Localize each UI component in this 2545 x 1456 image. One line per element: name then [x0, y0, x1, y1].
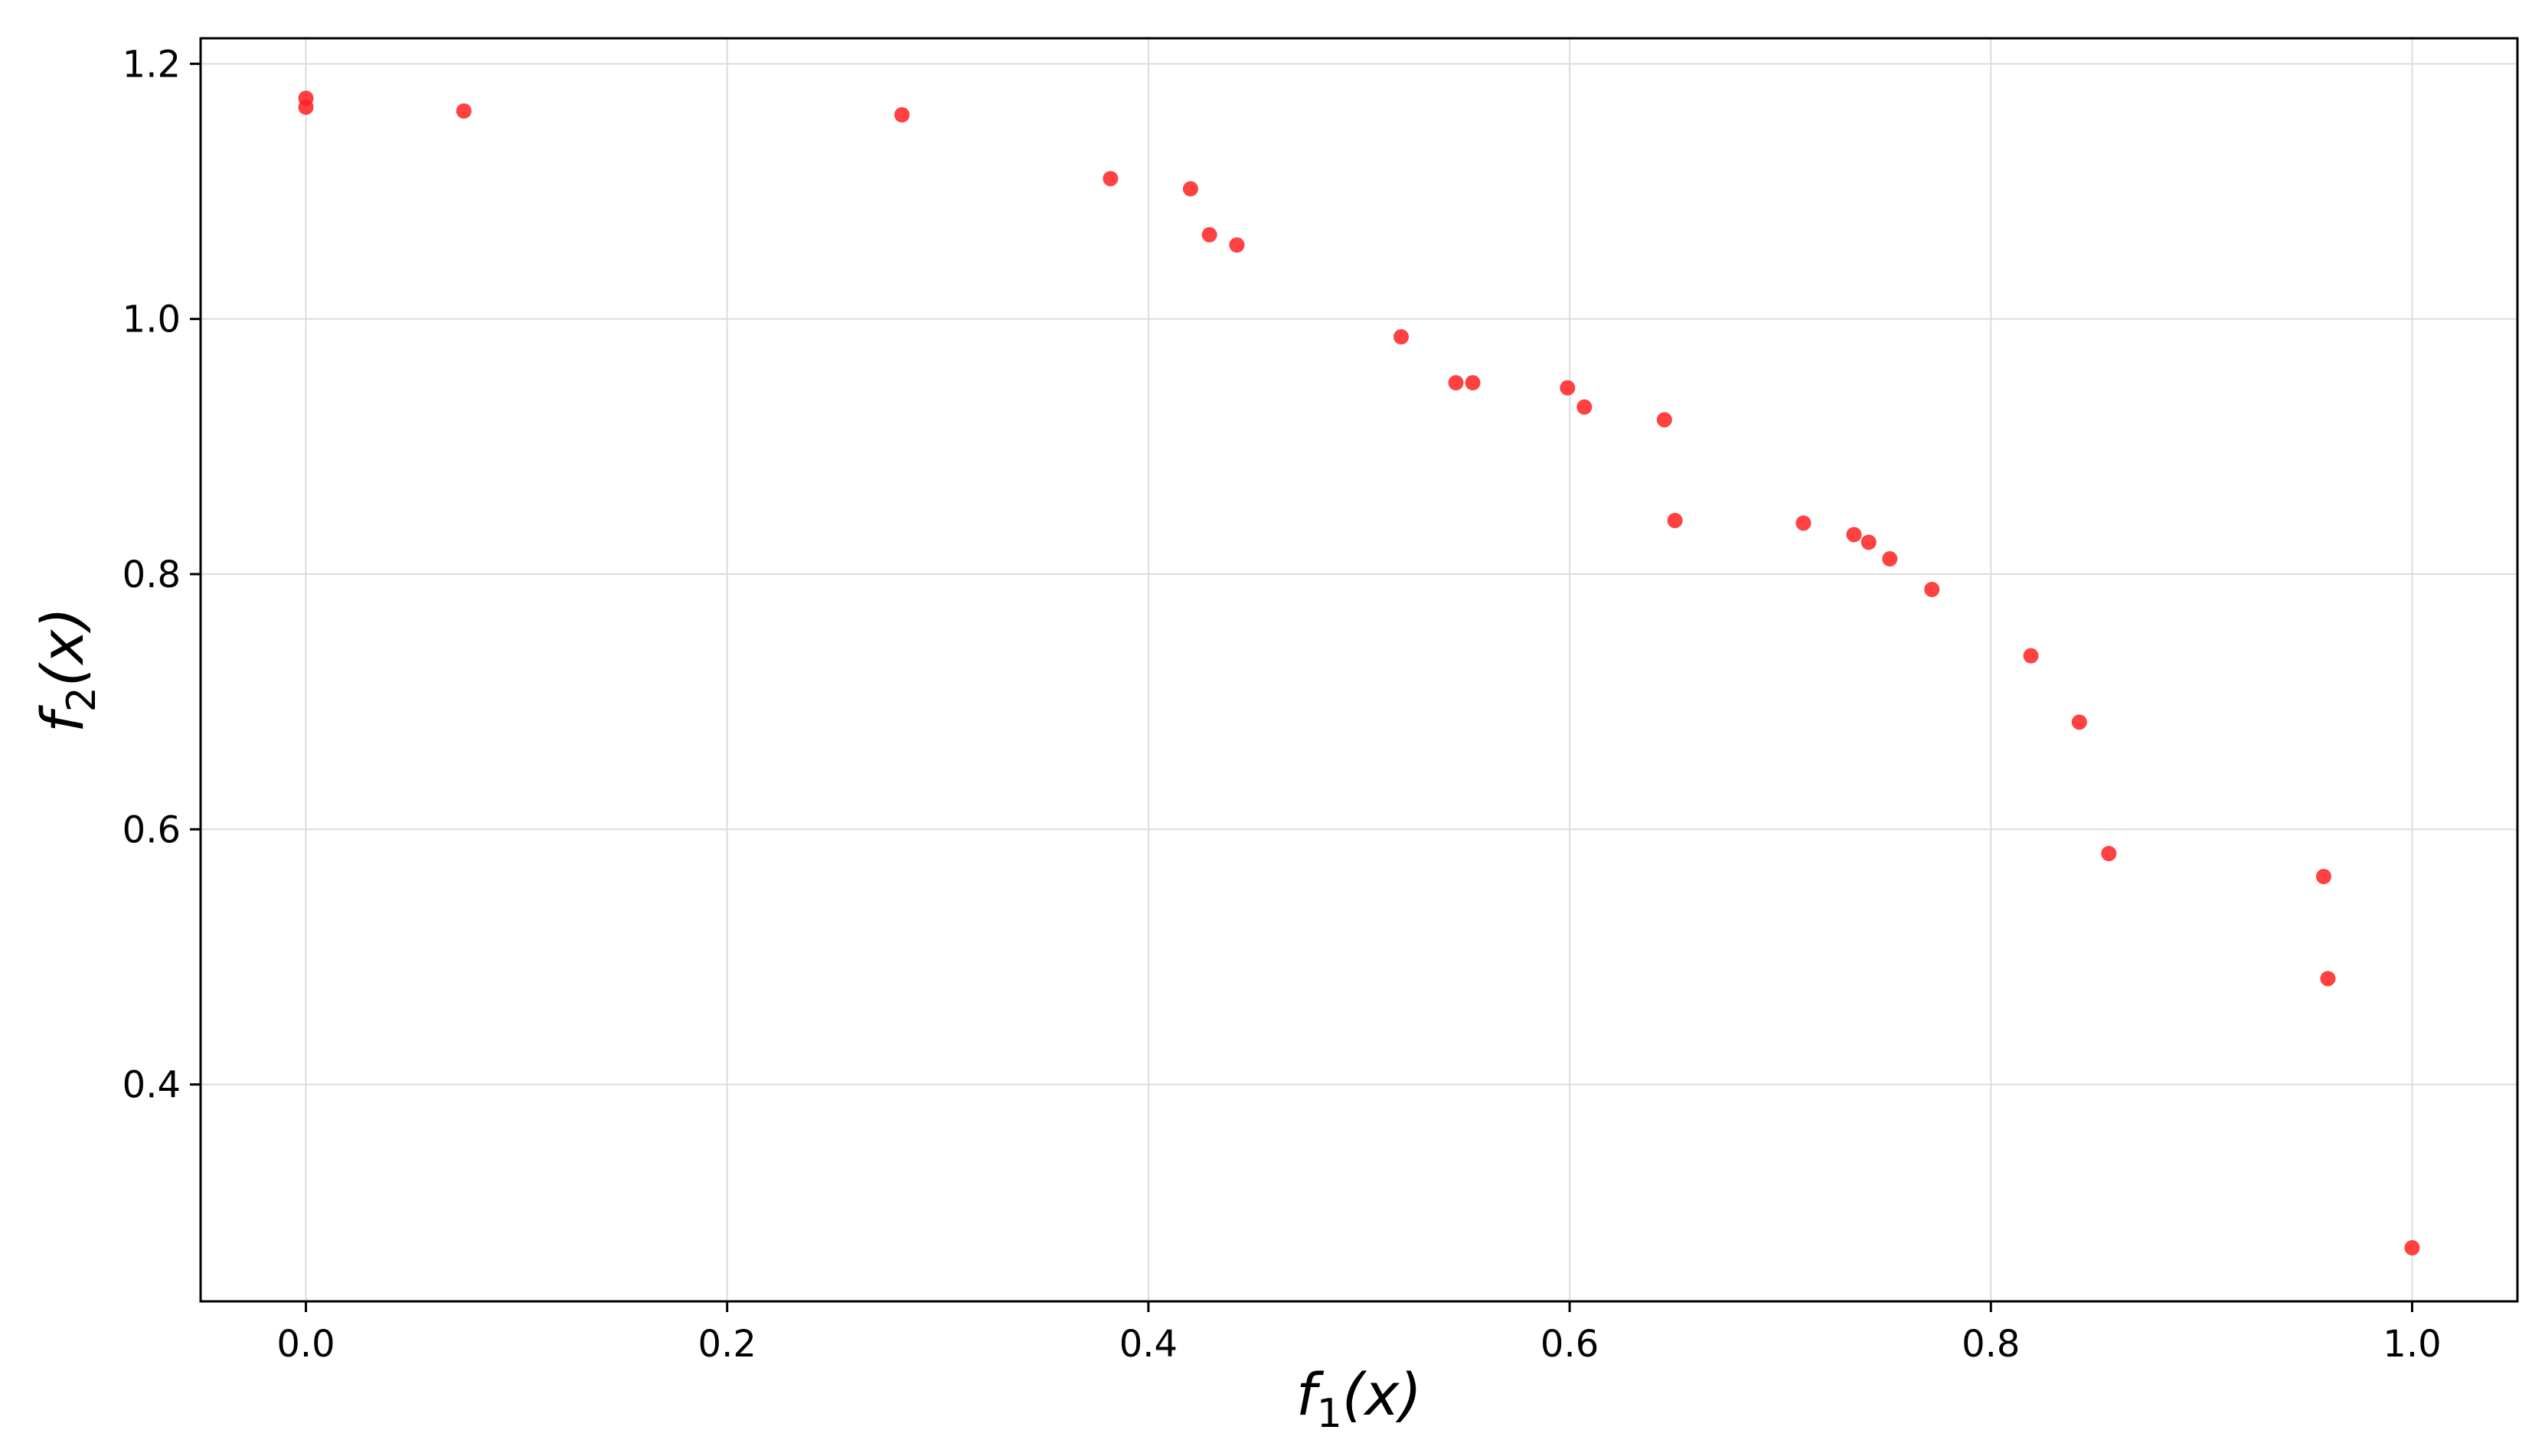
- x-tick-label: 0.2: [698, 1323, 756, 1366]
- x-tick-label: 0.8: [1962, 1323, 2020, 1366]
- grid-lines: [201, 38, 2517, 1301]
- y-tick-label: 0.6: [123, 808, 181, 851]
- data-point: [456, 103, 472, 119]
- data-point: [1229, 237, 1245, 253]
- data-point: [2315, 869, 2331, 884]
- x-tick-label: 0.0: [276, 1323, 335, 1366]
- data-point: [1846, 527, 1862, 543]
- x-axis-ticks: 0.0 0.2 0.4 0.6 0.8 1.0: [276, 1301, 2442, 1366]
- x-tick-label: 0.6: [1540, 1323, 1599, 1366]
- y-tick-label: 0.4: [123, 1064, 181, 1107]
- data-point: [1861, 534, 1877, 550]
- data-point: [1882, 551, 1898, 566]
- data-point: [2320, 971, 2336, 987]
- plot-frame: [199, 37, 2519, 1303]
- data-point: [2101, 846, 2117, 861]
- y-tick-label: 1.0: [123, 299, 181, 341]
- x-tick-label: 0.4: [1119, 1323, 1178, 1366]
- data-point: [1667, 513, 1683, 528]
- data-point: [1465, 375, 1481, 390]
- data-point: [1448, 375, 1464, 390]
- y-tick-label: 0.8: [123, 553, 181, 596]
- data-point: [1201, 227, 1217, 243]
- data-point: [2404, 1240, 2420, 1255]
- data-point: [1560, 380, 1576, 396]
- x-axis-label: f1(x): [1296, 1360, 1422, 1437]
- y-tick-label: 1.2: [123, 43, 181, 86]
- data-point: [1924, 582, 1940, 597]
- data-point: [1393, 329, 1410, 344]
- data-points: [298, 90, 2420, 1255]
- data-point: [2071, 714, 2087, 730]
- data-point: [1103, 171, 1119, 187]
- data-point: [1656, 412, 1672, 428]
- y-axis-label: f2(x): [28, 607, 105, 733]
- x-tick-label: 1.0: [2383, 1323, 2441, 1366]
- data-point: [2023, 648, 2039, 664]
- data-point: [1182, 181, 1198, 197]
- data-point: [298, 100, 314, 115]
- data-point: [894, 107, 910, 122]
- data-point: [1795, 515, 1812, 531]
- y-axis-ticks: 0.4 0.6 0.8 1.0 1.2: [123, 43, 201, 1107]
- data-point: [1576, 399, 1593, 415]
